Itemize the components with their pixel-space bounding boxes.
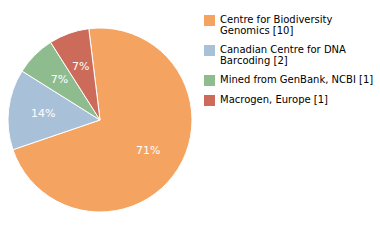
svg-text:71%: 71% xyxy=(136,144,160,157)
svg-text:7%: 7% xyxy=(51,73,68,86)
html-text:Macrogen, Europe [1]: Macrogen, Europe [1] xyxy=(220,94,328,105)
html-text:Centre for Biodiversity Genomi: Centre for Biodiversity Genomics [10] xyxy=(220,14,333,36)
html-text:Canadian Centre for DNA Barcod: Canadian Centre for DNA Barcoding [2] xyxy=(220,44,346,66)
svg-text:7%: 7% xyxy=(72,60,89,73)
svg-text:14%: 14% xyxy=(31,107,55,120)
html-text:Mined from GenBank, NCBI [1]: Mined from GenBank, NCBI [1] xyxy=(220,74,374,85)
